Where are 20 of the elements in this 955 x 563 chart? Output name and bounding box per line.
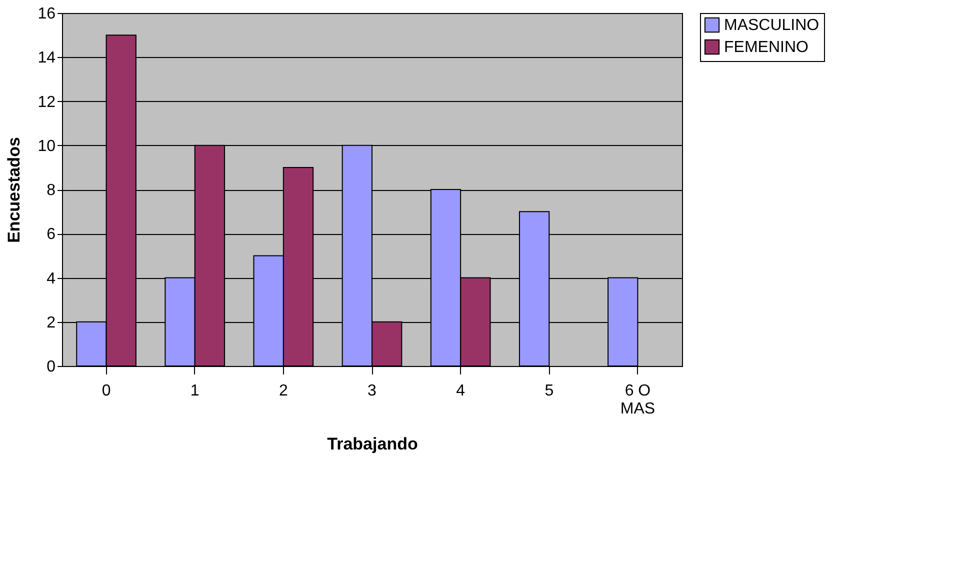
x-tick-label: 3: [368, 382, 377, 400]
x-tick-label: 0: [102, 382, 111, 400]
y-tick-label: 12: [38, 94, 56, 111]
x-tick-label: 1: [190, 382, 200, 400]
legend-label: MASCULINO: [724, 17, 820, 34]
y-tick-label: 0: [46, 358, 56, 376]
y-tick-label: 4: [46, 270, 56, 288]
y-tick-label: 16: [38, 6, 56, 22]
y-tick-label: 2: [46, 314, 56, 332]
x-tick-label: 2: [278, 382, 288, 400]
y-tick-label: 8: [46, 182, 56, 199]
x-tick-label: 6 O MAS: [620, 382, 656, 418]
legend-label: FEMENINO: [724, 39, 808, 56]
x-tick-label: 4: [456, 382, 466, 400]
x-axis-title: Trabajando: [327, 434, 418, 454]
y-tick-label: 14: [38, 50, 56, 67]
x-tick-label: 5: [544, 382, 554, 400]
y-tick-label: 10: [38, 138, 56, 155]
y-axis-title: Encuestados: [4, 137, 24, 243]
y-tick-label: 6: [46, 226, 56, 244]
